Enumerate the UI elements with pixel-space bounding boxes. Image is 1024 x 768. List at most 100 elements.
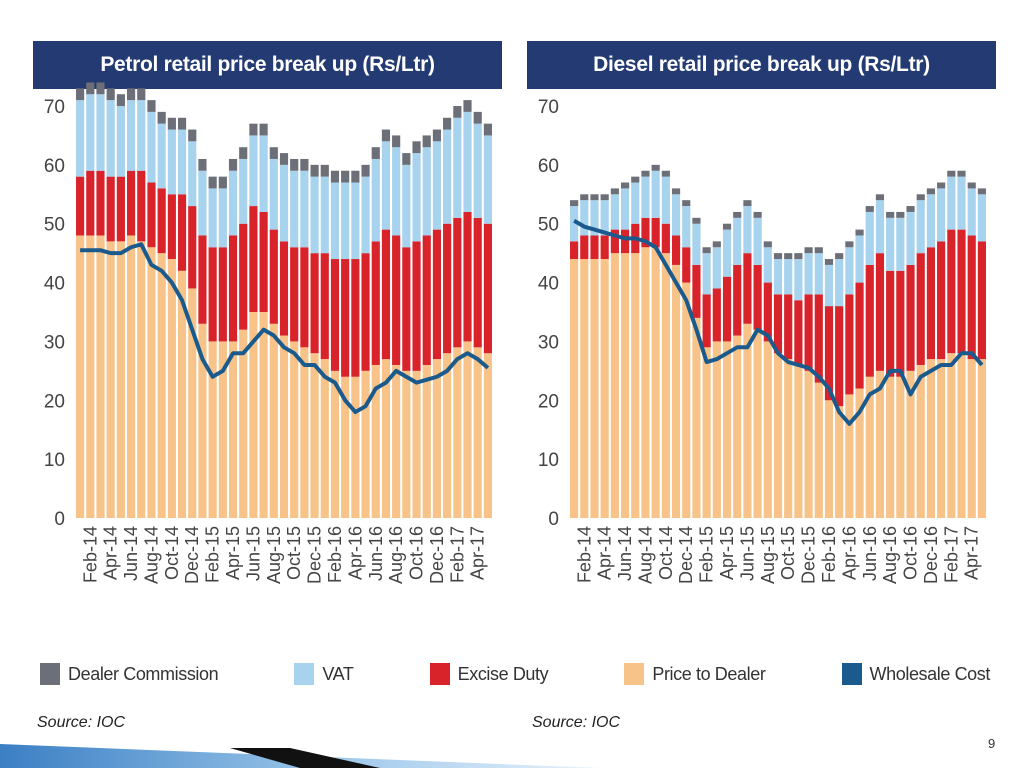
bar-segment-price-to-dealer bbox=[947, 353, 956, 518]
bar-segment-dealer-commission bbox=[279, 153, 289, 165]
bar-segment-vat bbox=[977, 194, 986, 242]
y-tick-label: 50 bbox=[44, 215, 65, 236]
bar-segment-dealer-commission bbox=[814, 247, 823, 254]
x-tick-label: Feb-14 bbox=[80, 526, 100, 583]
bar-segment-vat bbox=[198, 170, 207, 236]
bar-segment-dealer-commission bbox=[208, 176, 217, 189]
bar-segment-dealer-commission bbox=[570, 200, 579, 207]
x-tick-label: Apr-14 bbox=[595, 526, 615, 580]
x-tick-label: Feb-16 bbox=[819, 526, 839, 583]
bar-segment-excise-duty bbox=[269, 229, 278, 324]
bar-segment-dealer-commission bbox=[412, 141, 421, 154]
bar-segment-price-to-dealer bbox=[96, 235, 105, 519]
bar-segment-price-to-dealer bbox=[590, 259, 599, 518]
bar-segment-price-to-dealer bbox=[896, 376, 905, 518]
bar-segment-dealer-commission bbox=[463, 100, 472, 112]
bar-segment-price-to-dealer bbox=[855, 388, 864, 518]
x-tick-label: Jun-16 bbox=[366, 526, 386, 581]
bar-segment-vat bbox=[290, 170, 299, 248]
bar-segment-excise-duty bbox=[341, 259, 350, 377]
bar-segment-excise-duty bbox=[310, 253, 319, 354]
bar-segment-excise-duty bbox=[76, 176, 85, 236]
bar-segment-excise-duty bbox=[784, 294, 793, 360]
bar-segment-price-to-dealer bbox=[967, 359, 976, 518]
bar-segment-vat bbox=[937, 188, 946, 242]
y-tick-label: 40 bbox=[538, 274, 559, 295]
bar-segment-vat bbox=[76, 100, 85, 177]
bar-segment-excise-duty bbox=[610, 229, 619, 254]
x-tick-label: Apr-16 bbox=[345, 526, 365, 580]
bar-segment-dealer-commission bbox=[167, 117, 176, 130]
bar-segment-price-to-dealer bbox=[926, 359, 936, 518]
bar-segment-price-to-dealer bbox=[906, 370, 915, 518]
legend-label: Dealer Commission bbox=[68, 663, 219, 684]
bar-segment-dealer-commission bbox=[269, 147, 278, 159]
bar-segment-dealer-commission bbox=[580, 194, 589, 201]
x-tick-label: Feb-15 bbox=[203, 526, 223, 583]
bar-segment-vat bbox=[259, 135, 268, 212]
bar-segment-excise-duty bbox=[926, 247, 936, 360]
diesel-source-note: Source: IOC bbox=[532, 714, 621, 731]
y-tick-label: 40 bbox=[44, 274, 65, 295]
bar-segment-excise-duty bbox=[957, 229, 966, 354]
x-tick-label: Jun-16 bbox=[860, 526, 880, 581]
bar-segment-price-to-dealer bbox=[198, 323, 207, 518]
bar-segment-excise-duty bbox=[127, 170, 136, 236]
x-tick-label: Apr-16 bbox=[839, 526, 859, 580]
bar-segment-vat bbox=[682, 206, 691, 248]
bar-segment-dealer-commission bbox=[259, 123, 268, 136]
bar-segment-excise-duty bbox=[208, 247, 217, 342]
bar-segment-price-to-dealer bbox=[671, 264, 681, 518]
bar-segment-dealer-commission bbox=[773, 253, 783, 260]
bar-segment-price-to-dealer bbox=[432, 359, 442, 518]
bar-segment-price-to-dealer bbox=[341, 376, 350, 518]
bar-segment-dealer-commission bbox=[177, 117, 187, 130]
bar-segment-vat bbox=[443, 129, 452, 224]
legend-swatch bbox=[841, 663, 862, 685]
x-tick-label: Jun-15 bbox=[737, 526, 757, 581]
bar-segment-price-to-dealer bbox=[127, 235, 136, 519]
bar-segment-dealer-commission bbox=[743, 200, 752, 207]
bar-segment-excise-duty bbox=[824, 306, 834, 401]
bar-segment-excise-duty bbox=[177, 194, 187, 271]
bar-segment-vat bbox=[371, 158, 380, 242]
y-tick-label: 60 bbox=[44, 156, 65, 177]
petrol-source-note: Source: IOC bbox=[37, 714, 126, 731]
bar-segment-vat bbox=[906, 211, 915, 265]
bar-segment-excise-duty bbox=[167, 194, 176, 260]
bar-segment-vat bbox=[330, 182, 340, 260]
bar-segment-dealer-commission bbox=[310, 164, 319, 177]
bar-segment-vat bbox=[320, 176, 329, 254]
diesel-chart-title: Diesel retail price break up (Rs/Ltr) bbox=[527, 41, 996, 89]
bar-segment-excise-duty bbox=[682, 247, 691, 283]
bar-segment-excise-duty bbox=[814, 294, 823, 383]
bar-segment-price-to-dealer bbox=[249, 312, 258, 518]
bar-segment-price-to-dealer bbox=[402, 370, 411, 518]
bar-segment-dealer-commission bbox=[249, 123, 258, 136]
bar-segment-price-to-dealer bbox=[422, 364, 431, 518]
bar-segment-dealer-commission bbox=[712, 241, 721, 248]
bar-segment-price-to-dealer bbox=[743, 323, 752, 518]
bar-segment-price-to-dealer bbox=[320, 359, 329, 518]
bar-segment-excise-duty bbox=[722, 276, 732, 342]
bar-segment-dealer-commission bbox=[381, 129, 391, 142]
bar-segment-dealer-commission bbox=[957, 170, 966, 177]
bar-segment-price-to-dealer bbox=[784, 359, 793, 518]
bar-segment-price-to-dealer bbox=[310, 353, 319, 518]
bar-segment-price-to-dealer bbox=[651, 247, 660, 518]
bar-segment-dealer-commission bbox=[794, 253, 803, 260]
x-tick-label: Jun-14 bbox=[615, 526, 635, 581]
x-tick-label: Aug-15 bbox=[264, 526, 284, 584]
bar-segment-dealer-commission bbox=[722, 223, 732, 230]
bar-segment-dealer-commission bbox=[402, 153, 411, 165]
bar-segment-excise-duty bbox=[116, 176, 125, 242]
bar-segment-price-to-dealer bbox=[957, 353, 966, 518]
x-tick-label: Feb-16 bbox=[325, 526, 345, 583]
bar-segment-price-to-dealer bbox=[157, 253, 166, 518]
bar-segment-dealer-commission bbox=[188, 129, 197, 142]
bar-segment-excise-duty bbox=[794, 300, 803, 365]
bar-segment-excise-duty bbox=[621, 229, 630, 254]
bar-segment-dealer-commission bbox=[875, 194, 885, 201]
bar-segment-excise-duty bbox=[886, 270, 895, 377]
bar-segment-price-to-dealer bbox=[682, 282, 691, 518]
